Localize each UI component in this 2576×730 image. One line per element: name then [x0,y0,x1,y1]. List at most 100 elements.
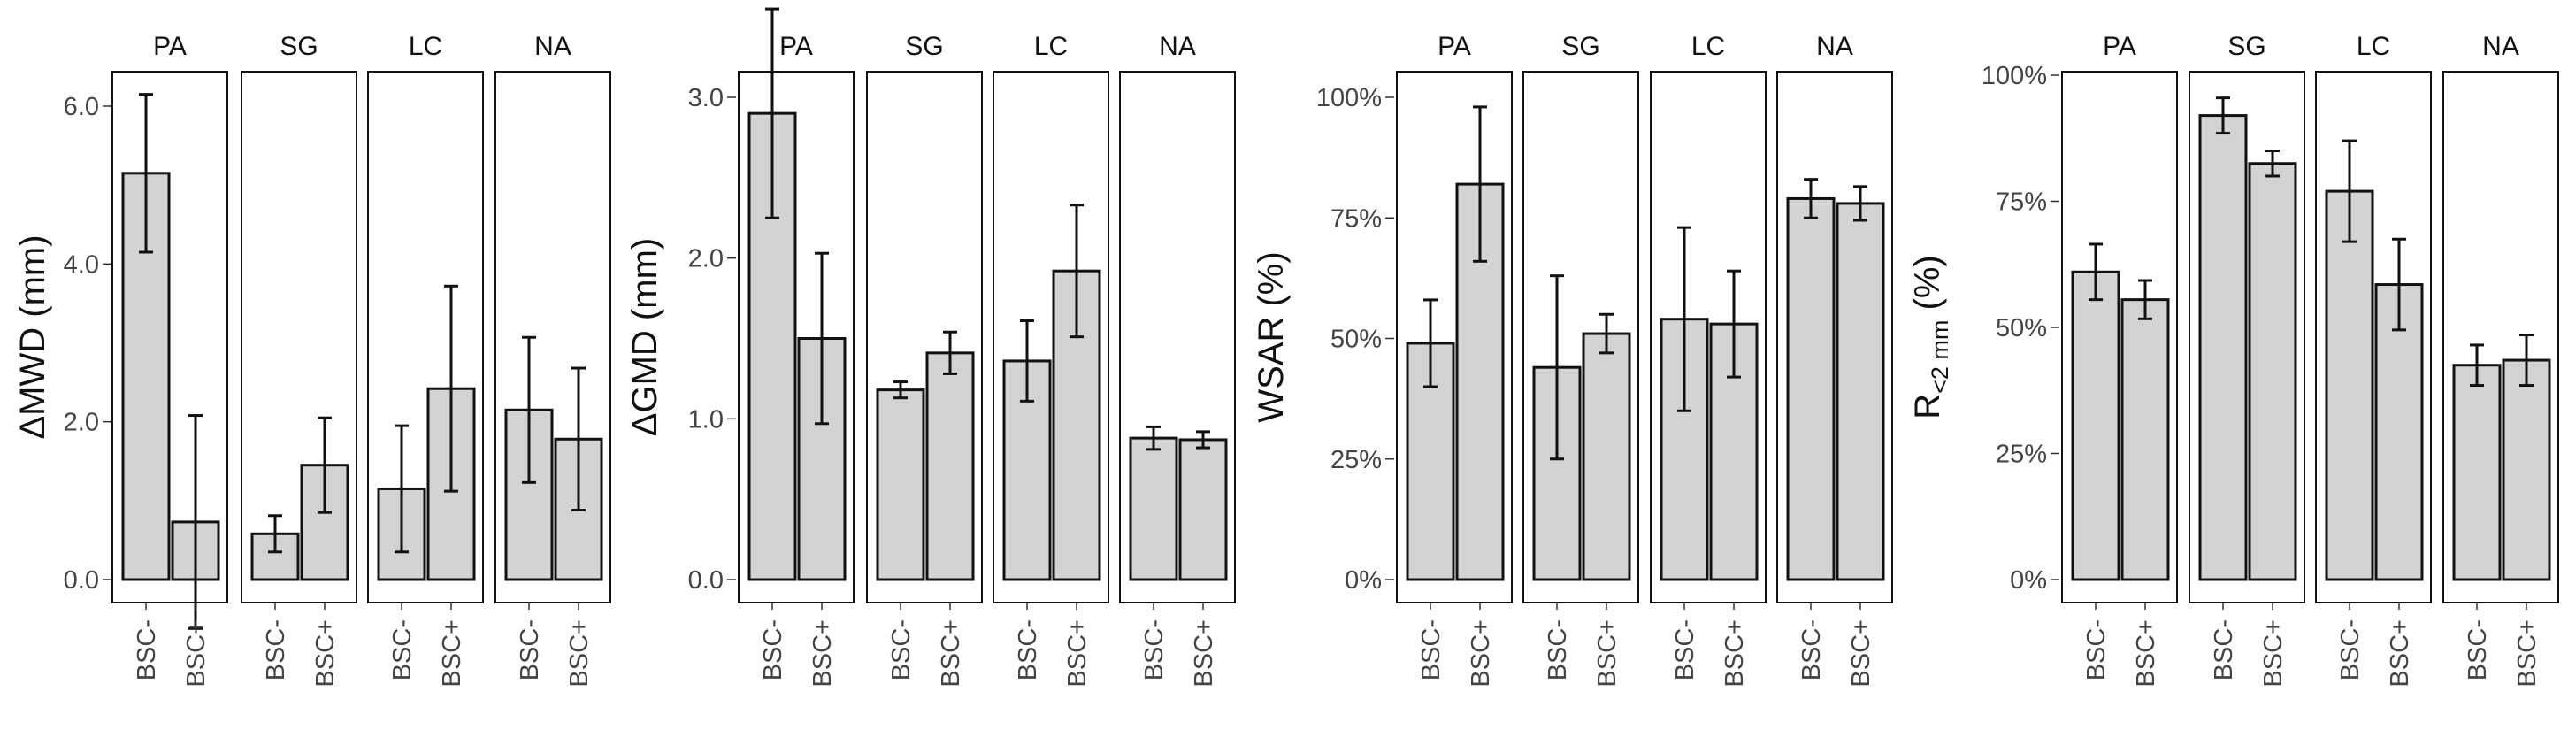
bar-bscplus [925,351,975,581]
x-tick-label: BSC+ [565,619,594,688]
panel-strip-label: NA [1159,32,1196,61]
y-tick-label: 3.0 [688,84,724,112]
x-tick-label: BSC+ [311,619,340,688]
x-tick-label: BSC+ [1190,619,1218,688]
bar-bscminus [2452,364,2502,581]
bar-bscplus [1582,332,1631,581]
x-tick-label: BSC- [1544,619,1572,680]
y-tick-label: 4.0 [64,250,99,279]
y-tick-label: 0% [2010,566,2047,595]
y-tick-label: 25% [1330,446,1382,474]
bar-bscminus [2198,114,2248,581]
panel-strip-label: PA [779,32,813,61]
bar-bscminus [2325,189,2374,581]
y-tick-label: 0.0 [688,566,724,595]
x-tick-label: BSC+ [1847,619,1875,688]
x-tick-label: BSC- [1798,619,1826,680]
bar-bscplus [1836,202,1885,581]
panel-border [2061,71,2178,603]
panel-NA: NA BSC- BSC+ [494,32,611,688]
y-tick-label: 50% [1330,326,1382,354]
x-tick-label: BSC- [759,619,787,680]
bar-bscminus [876,388,925,581]
y-tick-label: 2.0 [688,245,724,273]
panel-SG: SG BSC- BSC+ [866,32,983,688]
panel-border [1396,71,1513,603]
panel-PA: PA BSC- BSC+ [2061,32,2178,688]
panel-strip-label: NA [1816,32,1853,61]
y-axis-title-main: R [1908,394,1947,419]
panel-border [2442,71,2559,603]
x-tick-label: BSC+ [1593,619,1622,688]
panel-SG: SG BSC- BSC+ [1522,32,1639,688]
y-axis-title: R<2 mm (%) [1908,255,1953,419]
panel-strip-label: LC [1034,32,1068,61]
panel-strip-label: NA [2482,32,2519,61]
x-tick-label: BSC+ [809,619,837,688]
panel-strip-label: LC [2357,32,2390,61]
x-tick-label: BSC+ [1467,619,1495,688]
chart-3: WSAR (%) 0% 25% 50% 75% 100% PA BSC- BSC+ SG BSC- B… [1252,32,1893,688]
panel-PA: PA BSC- BSC+ [738,7,855,688]
panel-strip-label: SG [1561,32,1599,61]
x-tick-label: BSC- [1014,619,1042,680]
bar-bscminus [2071,270,2120,581]
panel-LC: LC BSC- BSC+ [993,32,1109,688]
bar-bscminus [1129,436,1178,581]
x-tick-label: BSC- [1671,619,1699,680]
y-tick-label: 0.0 [64,566,99,595]
panel-PA: PA BSC- BSC+ [111,32,228,688]
x-tick-label: BSC- [2336,619,2365,680]
y-tick-label: 75% [1330,204,1382,233]
x-tick-label: BSC+ [2132,619,2160,688]
panel-border [1650,71,1767,603]
chart-2: ΔGMD (mm) 0.0 1.0 2.0 3.0 PA BSC- BSC+ SG BSC- BSC… [625,7,1236,688]
panel-strip-label: PA [1438,32,1471,61]
x-tick-label: BSC+ [1063,619,1092,688]
panel-border [367,71,484,603]
panel-border [494,71,611,603]
bar-bscplus [2248,162,2297,581]
panel-LC: LC BSC- BSC+ [2315,32,2432,688]
panel-strip-label: SG [2227,32,2266,61]
y-tick-label: 2.0 [64,409,99,437]
chart-4: R<2 mm (%) 0% 25% 50% 75% 100% PA BSC- BSC+ SG BSC… [1908,32,2559,688]
x-tick-label: BSC- [133,619,161,680]
panel-border [1776,71,1893,603]
x-tick-label: BSC- [1140,619,1169,680]
panel-LC: LC BSC- BSC+ [1650,32,1767,688]
bar-bscminus [1786,196,1836,581]
panel-border [111,71,228,603]
panel-border [866,71,983,603]
panel-SG: SG BSC- BSC+ [2189,32,2305,688]
panel-border [738,71,855,603]
bar-bscminus [1002,359,1052,581]
panel-border [241,71,357,603]
x-tick-label: BSC+ [2386,619,2414,688]
panel-strip-label: LC [1691,32,1725,61]
panel-border [2315,71,2432,603]
x-tick-label: BSC- [262,619,290,680]
x-tick-label: BSC- [2464,619,2492,680]
panel-SG: SG BSC- BSC+ [241,32,357,688]
bar-bscplus [2120,298,2170,581]
bar-bscplus [2502,358,2551,581]
chart-1: ΔMWD (mm) 0.0 2.0 4.0 6.0 PA BSC- BSC+ SG BSC- BSC… [13,32,611,688]
y-tick-label: 6.0 [64,93,99,121]
y-axis-title-subscript: <2 mm [1927,320,1953,394]
x-tick-label: BSC- [2082,619,2111,680]
x-tick-label: BSC- [1417,619,1445,680]
y-axis-title: ΔMWD (mm) [13,234,52,439]
y-axis-title: WSAR (%) [1252,251,1291,422]
y-tick-label: 75% [1996,188,2047,217]
panel-strip-label: LC [409,32,442,61]
panel-strip-label: PA [153,32,187,61]
y-axis-title-unit: (%) [1908,255,1947,319]
y-tick-label: 25% [1996,441,2047,469]
x-tick-label: BSC- [887,619,916,680]
x-tick-label: BSC- [2210,619,2238,680]
panel-border [2189,71,2305,603]
bar-bscplus [1178,438,1228,581]
